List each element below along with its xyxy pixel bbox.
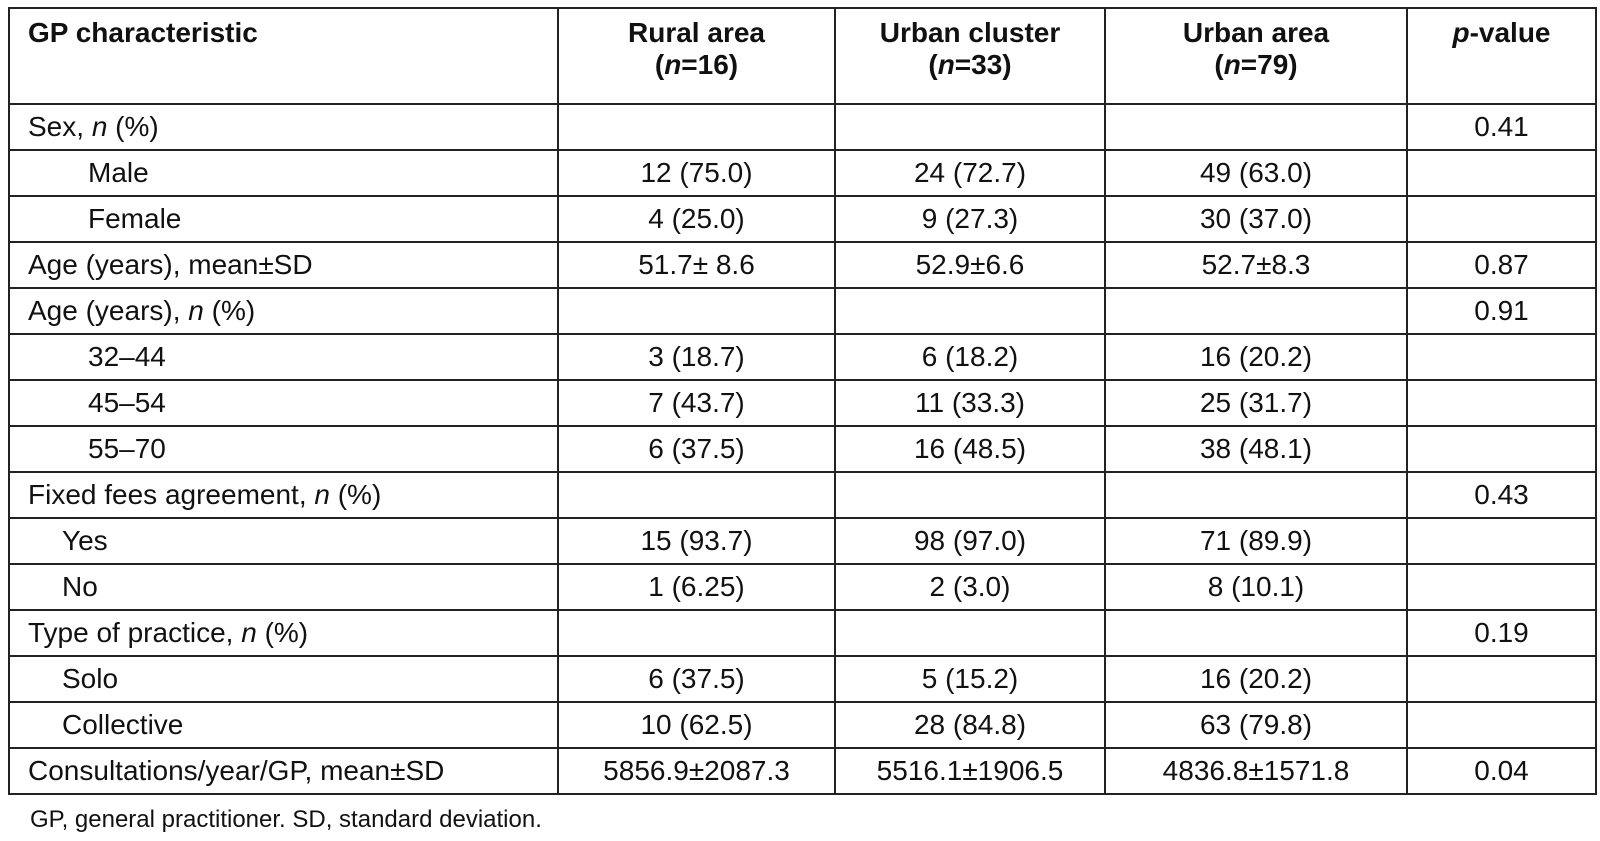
row-label: Solo <box>8 655 559 703</box>
cell-urban-cluster: 24 (72.7) <box>834 149 1106 197</box>
table-row: No 1 (6.25) 2 (3.0) 8 (10.1) <box>8 563 1597 611</box>
cell-rural <box>557 471 836 519</box>
cell-urban-cluster: 52.9±6.6 <box>834 241 1106 289</box>
cell-p-value <box>1406 195 1597 243</box>
cell-urban-cluster: 28 (84.8) <box>834 701 1106 749</box>
cell-rural: 6 (37.5) <box>557 655 836 703</box>
cell-rural: 3 (18.7) <box>557 333 836 381</box>
row-label: Age (years), mean±SD <box>8 241 559 289</box>
header-p-value: p-value <box>1406 7 1597 105</box>
row-label: Sex, n (%) <box>8 103 559 151</box>
cell-urban-area: 16 (20.2) <box>1104 655 1408 703</box>
cell-urban-area: 49 (63.0) <box>1104 149 1408 197</box>
cell-urban-area: 16 (20.2) <box>1104 333 1408 381</box>
cell-urban-area: 38 (48.1) <box>1104 425 1408 473</box>
row-label: 32–44 <box>8 333 559 381</box>
table-row: Collective 10 (62.5) 28 (84.8) 63 (79.8) <box>8 701 1597 749</box>
header-urban-area: Urban area (n=79) <box>1104 7 1408 105</box>
cell-p-value <box>1406 333 1597 381</box>
table-row: Age (years), mean±SD 51.7± 8.6 52.9±6.6 … <box>8 241 1597 289</box>
cell-p-value <box>1406 379 1597 427</box>
table-row: 45–54 7 (43.7) 11 (33.3) 25 (31.7) <box>8 379 1597 427</box>
row-label: Fixed fees agreement, n (%) <box>8 471 559 519</box>
gp-characteristics-table: GP characteristic Rural area (n=16) Urban… <box>8 7 1597 795</box>
row-label: Age (years), n (%) <box>8 287 559 335</box>
row-label: 45–54 <box>8 379 559 427</box>
cell-urban-cluster: 5516.1±1906.5 <box>834 747 1106 795</box>
cell-p-value <box>1406 563 1597 611</box>
row-label: Yes <box>8 517 559 565</box>
cell-p-value: 0.41 <box>1406 103 1597 151</box>
table-footnote: GP, general practitioner. SD, standard d… <box>30 806 542 833</box>
cell-urban-cluster: 5 (15.2) <box>834 655 1106 703</box>
cell-urban-cluster: 6 (18.2) <box>834 333 1106 381</box>
table-row: Age (years), n (%) 0.91 <box>8 287 1597 335</box>
cell-urban-cluster <box>834 287 1106 335</box>
table-row: Solo 6 (37.5) 5 (15.2) 16 (20.2) <box>8 655 1597 703</box>
cell-p-value: 0.91 <box>1406 287 1597 335</box>
cell-urban-cluster: 11 (33.3) <box>834 379 1106 427</box>
cell-urban-area <box>1104 471 1408 519</box>
cell-p-value <box>1406 655 1597 703</box>
row-label: Type of practice, n (%) <box>8 609 559 657</box>
cell-urban-area: 8 (10.1) <box>1104 563 1408 611</box>
cell-urban-area: 63 (79.8) <box>1104 701 1408 749</box>
cell-rural: 10 (62.5) <box>557 701 836 749</box>
cell-p-value: 0.43 <box>1406 471 1597 519</box>
cell-rural: 6 (37.5) <box>557 425 836 473</box>
row-label: No <box>8 563 559 611</box>
cell-rural <box>557 287 836 335</box>
cell-urban-area: 52.7±8.3 <box>1104 241 1408 289</box>
cell-urban-area: 30 (37.0) <box>1104 195 1408 243</box>
header-gp-characteristic: GP characteristic <box>8 7 559 105</box>
cell-urban-cluster <box>834 103 1106 151</box>
table-row: Fixed fees agreement, n (%) 0.43 <box>8 471 1597 519</box>
table-row: Type of practice, n (%) 0.19 <box>8 609 1597 657</box>
row-label: Consultations/year/GP, mean±SD <box>8 747 559 795</box>
cell-urban-area <box>1104 609 1408 657</box>
cell-rural: 7 (43.7) <box>557 379 836 427</box>
table-row: Male 12 (75.0) 24 (72.7) 49 (63.0) <box>8 149 1597 197</box>
cell-urban-cluster: 16 (48.5) <box>834 425 1106 473</box>
cell-urban-area: 71 (89.9) <box>1104 517 1408 565</box>
cell-p-value <box>1406 149 1597 197</box>
cell-rural: 15 (93.7) <box>557 517 836 565</box>
cell-p-value <box>1406 701 1597 749</box>
row-label: Female <box>8 195 559 243</box>
cell-p-value <box>1406 425 1597 473</box>
table-row: Consultations/year/GP, mean±SD 5856.9±20… <box>8 747 1597 795</box>
cell-rural: 4 (25.0) <box>557 195 836 243</box>
cell-urban-cluster: 2 (3.0) <box>834 563 1106 611</box>
cell-urban-cluster: 98 (97.0) <box>834 517 1106 565</box>
table-row: 55–70 6 (37.5) 16 (48.5) 38 (48.1) <box>8 425 1597 473</box>
row-label: Male <box>8 149 559 197</box>
cell-rural: 5856.9±2087.3 <box>557 747 836 795</box>
cell-p-value: 0.04 <box>1406 747 1597 795</box>
cell-rural <box>557 103 836 151</box>
cell-urban-cluster: 9 (27.3) <box>834 195 1106 243</box>
cell-urban-cluster <box>834 471 1106 519</box>
cell-urban-area: 4836.8±1571.8 <box>1104 747 1408 795</box>
cell-p-value: 0.19 <box>1406 609 1597 657</box>
cell-rural: 1 (6.25) <box>557 563 836 611</box>
cell-urban-area <box>1104 287 1408 335</box>
cell-p-value <box>1406 517 1597 565</box>
cell-urban-area <box>1104 103 1408 151</box>
table-row: Sex, n (%) 0.41 <box>8 103 1597 151</box>
cell-rural <box>557 609 836 657</box>
header-rural-area: Rural area (n=16) <box>557 7 836 105</box>
cell-p-value: 0.87 <box>1406 241 1597 289</box>
table-row: 32–44 3 (18.7) 6 (18.2) 16 (20.2) <box>8 333 1597 381</box>
row-label: Collective <box>8 701 559 749</box>
header-urban-cluster: Urban cluster (n=33) <box>834 7 1106 105</box>
cell-urban-cluster <box>834 609 1106 657</box>
header-row: GP characteristic Rural area (n=16) Urban… <box>8 7 1597 105</box>
cell-rural: 12 (75.0) <box>557 149 836 197</box>
table-row: Yes 15 (93.7) 98 (97.0) 71 (89.9) <box>8 517 1597 565</box>
table-row: Female 4 (25.0) 9 (27.3) 30 (37.0) <box>8 195 1597 243</box>
cell-rural: 51.7± 8.6 <box>557 241 836 289</box>
row-label: 55–70 <box>8 425 559 473</box>
cell-urban-area: 25 (31.7) <box>1104 379 1408 427</box>
